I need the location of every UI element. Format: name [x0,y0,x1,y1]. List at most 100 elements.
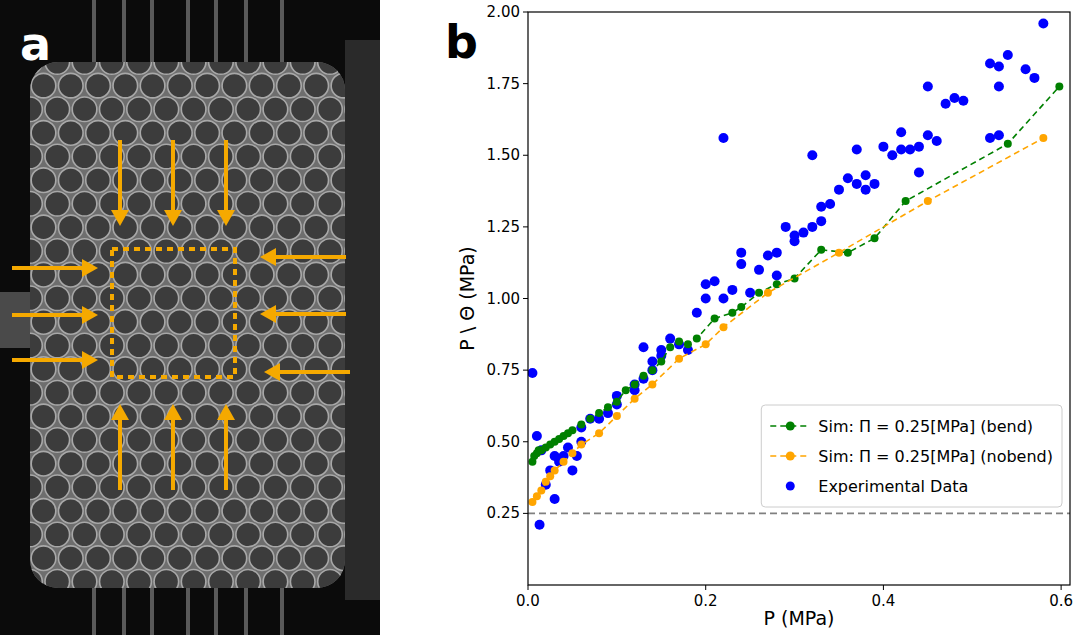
y-tick [523,298,528,299]
force-arrow-head [111,210,129,226]
foam-cell [345,286,346,311]
data-point [665,334,675,344]
foam-cell [318,239,343,264]
foam-cell [249,121,274,146]
foam-cell [168,73,193,98]
data-point [949,93,959,103]
foam-cell [30,569,42,588]
x-axis-title: P (MPa) [764,607,835,629]
foam-cell [195,168,220,193]
foam-cell [331,499,345,524]
data-point [710,276,720,286]
foam-cell [100,62,125,74]
foam-cell [304,546,329,571]
inlet-channel [0,292,34,348]
foam-cell [263,97,288,122]
foam-cell [195,310,220,335]
foam-cell [195,404,220,429]
foam-cell [86,121,111,146]
data-point [764,289,772,297]
foam-cell [30,191,42,216]
data-point [692,308,702,318]
foam-cell [290,569,315,588]
foam-cell [318,191,343,216]
foam-cell [290,428,315,453]
data-point [941,99,951,109]
data-point [567,465,577,475]
data-point [790,230,800,240]
foam-cell [331,168,345,193]
foam-cell [209,475,234,500]
data-point [914,167,924,177]
foam-cell [154,569,179,588]
force-arrow-head [82,306,98,324]
foam-cell [345,380,346,405]
y-axis-title: P \ Θ (MPa) [456,246,478,350]
foam-cell [140,121,165,146]
data-point [887,150,897,160]
force-arrow-shaft [171,420,175,490]
foam-cell [86,168,111,193]
foam-cell [290,380,315,405]
foam-cell [318,333,343,358]
foam-cell [222,73,247,98]
channel-stripe [150,0,154,64]
foam-cell [127,522,152,547]
data-point [711,315,719,323]
data-point [622,386,630,394]
force-arrow-head [260,248,276,266]
foam-cell [318,62,343,74]
data-point [902,197,910,205]
foam-cell [345,333,346,358]
data-point [640,372,648,380]
channel-stripe [122,0,126,64]
data-point [586,415,594,423]
foam-cell [277,215,302,240]
foam-cell [290,475,315,500]
legend-label: Sim: Π = 0.25[MPa] (bend) [818,417,1033,436]
channel-stripe [244,0,248,64]
foam-cell [72,286,97,311]
channel-stripe [214,0,218,64]
x-tick [1061,585,1062,590]
data-point [613,398,621,406]
x-tick-label: 0.2 [694,592,718,610]
foam-cell [318,97,343,122]
data-point [639,342,649,352]
foam-cell [58,73,83,98]
foam-cell [127,428,152,453]
foam-cell [318,144,343,169]
foam-cell [140,215,165,240]
data-point [870,179,880,189]
foam-cell [113,310,138,335]
foam-cell [30,239,42,264]
foam-cell [195,215,220,240]
data-point [807,150,817,160]
foam-cell [249,451,274,476]
data-point [817,246,825,254]
force-arrow-shaft [224,420,228,490]
y-tick-label: 0.25 [487,504,520,522]
foam-cell [277,357,302,382]
foam-cell [58,499,83,524]
foam-cell [58,546,83,571]
y-tick [523,226,528,227]
y-tick [523,83,528,84]
foam-cell [331,121,345,146]
foam-cell [263,380,288,405]
foam-cell [113,168,138,193]
foam-cell [168,262,193,287]
foam-cell [209,380,234,405]
data-point [631,380,639,388]
foam-cell [236,380,261,405]
y-tick-label: 1.25 [487,218,520,236]
foam-cell [290,191,315,216]
x-tick-label: 0.0 [516,592,540,610]
foam-cell [290,522,315,547]
foam-cell [331,357,345,382]
foam-cell [181,286,206,311]
foam-cell [331,73,345,98]
data-point [737,303,745,311]
data-point [727,285,737,295]
foam-cell [30,97,42,122]
